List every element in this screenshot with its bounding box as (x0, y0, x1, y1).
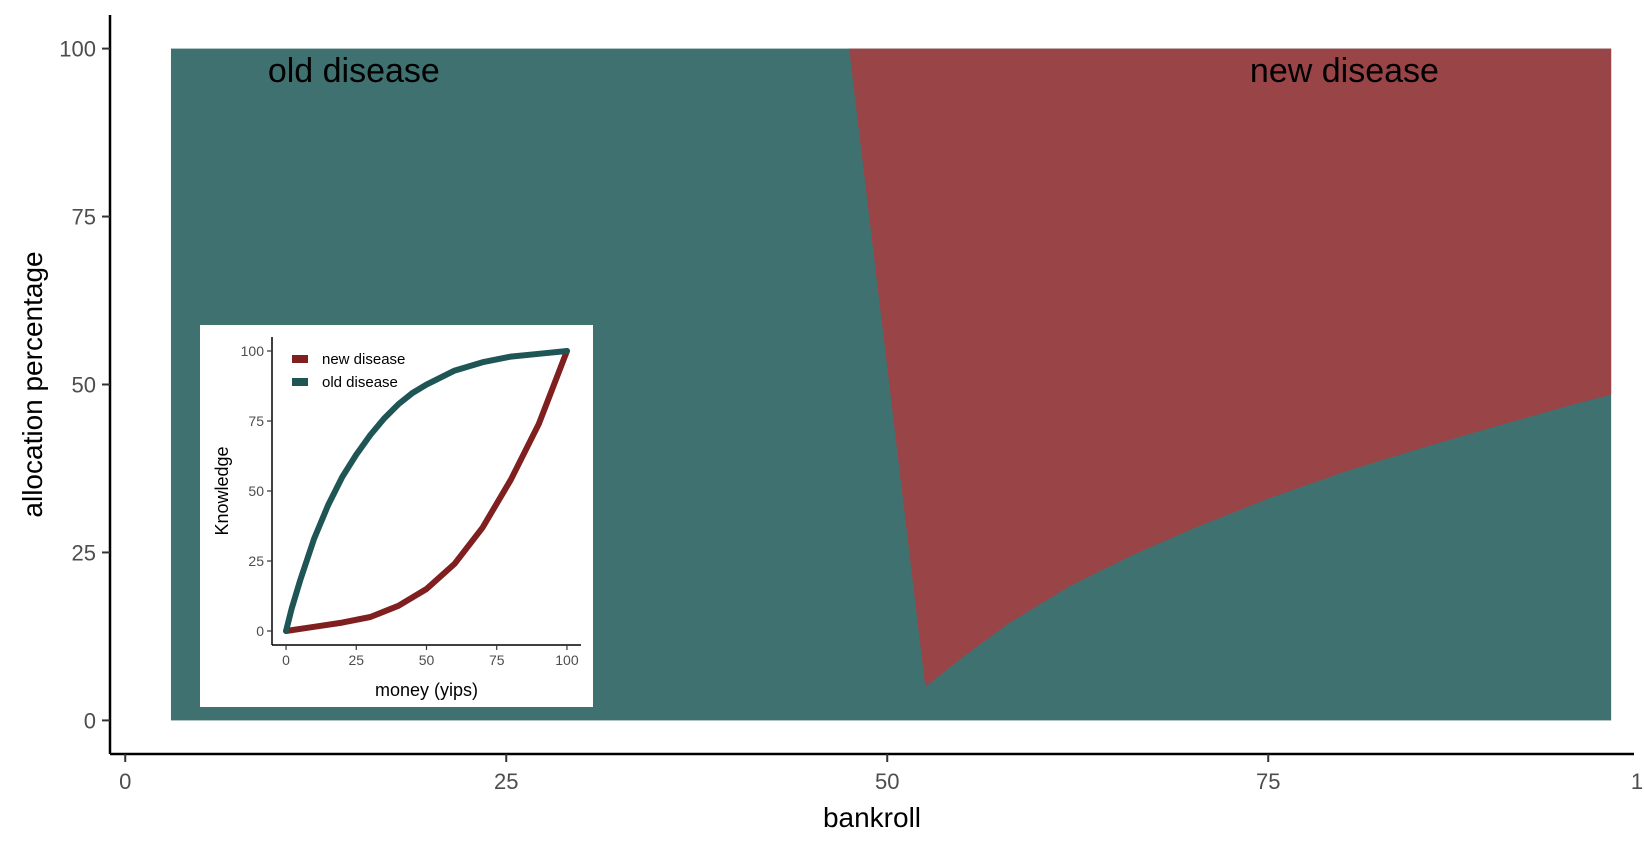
region-label: new disease (1250, 52, 1439, 90)
y-axis-title: allocation percentage (17, 251, 48, 517)
inset-axes: 0 25 50 75 100 0 25 50 75 100 (241, 337, 581, 668)
main-plot-axes: 0 25 50 75 100 0 25 50 75 100 (59, 15, 1644, 794)
inset-y-tick-label: 25 (248, 553, 264, 569)
inset-x-tick-label: 75 (489, 652, 505, 668)
x-tick-label: 25 (494, 769, 518, 794)
inset-lines (283, 348, 570, 634)
y-tick-label: 100 (59, 37, 96, 62)
x-tick-label: 75 (1256, 769, 1280, 794)
new-disease-area (170, 48, 1612, 687)
y-tick-label: 0 (84, 708, 96, 733)
inset-legend: new disease old disease (292, 351, 405, 391)
inset-panel: 0 25 50 75 100 0 25 50 75 100 new disease old dise… (200, 325, 593, 707)
inset-x-axis-title: money (yips) (375, 680, 478, 700)
inset-background (200, 325, 593, 707)
x-axis-title: bankroll (823, 802, 921, 833)
inset-x-tick-label: 100 (555, 652, 579, 668)
inset-y-tick-label: 0 (256, 623, 264, 639)
inset-y-tick-label: 100 (241, 343, 265, 359)
x-tick-label: 100 (1631, 769, 1644, 794)
inset-x-tick-label: 0 (282, 652, 290, 668)
inset-y-tick-label: 50 (248, 483, 264, 499)
legend-label: new disease (322, 351, 405, 368)
x-tick-label: 0 (119, 769, 131, 794)
x-tick-label: 50 (875, 769, 899, 794)
inset-x-tick-label: 50 (419, 652, 435, 668)
inset-series-line-0 (283, 348, 570, 634)
y-tick-label: 50 (72, 373, 96, 398)
inset-y-axis-title: Knowledge (212, 446, 232, 535)
y-tick-label: 25 (72, 540, 96, 565)
inset-x-tick-label: 25 (348, 652, 364, 668)
main-region-labels: old disease new disease (268, 52, 1439, 90)
legend-label: old disease (322, 374, 398, 391)
region-label: old disease (268, 52, 440, 90)
inset-series-line-1 (283, 348, 570, 634)
y-tick-label: 75 (72, 205, 96, 230)
inset-y-tick-label: 75 (248, 413, 264, 429)
